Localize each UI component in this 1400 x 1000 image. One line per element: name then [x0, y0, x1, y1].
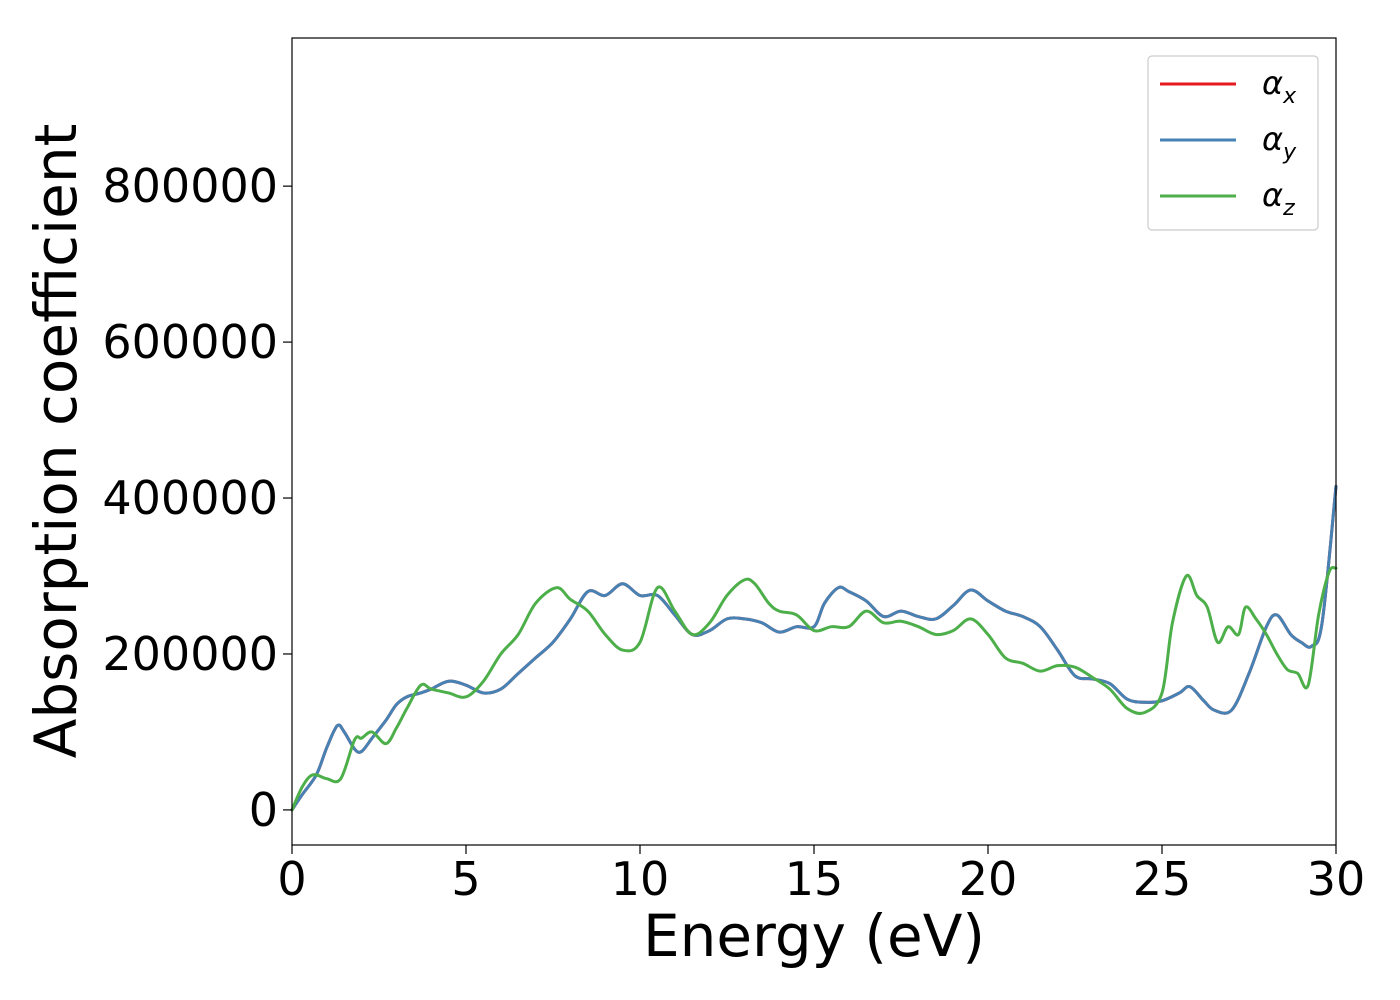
series-line-alpha-z: [290, 565, 1338, 812]
x-axis-title: Energy (eV): [643, 902, 985, 970]
x-tick-label: 10: [611, 852, 670, 906]
series-layer: [290, 484, 1338, 812]
x-tick-label: 5: [451, 852, 480, 906]
x-ticks: 0 5 10 15 20 25 30: [277, 845, 1365, 906]
y-tick-label: 200000: [102, 627, 278, 681]
x-tick-label: 20: [959, 852, 1018, 906]
x-tick-label: 15: [785, 852, 844, 906]
x-tick-label: 0: [277, 852, 306, 906]
x-tick-label: 30: [1307, 852, 1366, 906]
y-tick-label: 400000: [102, 471, 278, 525]
legend-frame: [1147, 55, 1319, 231]
x-tick-label: 25: [1133, 852, 1192, 906]
y-ticks: 0 200000 400000 600000 800000: [102, 159, 292, 837]
y-tick-label: 0: [249, 783, 278, 837]
y-tick-label: 600000: [102, 315, 278, 369]
y-axis-title: Absorption coefficient: [22, 124, 90, 759]
y-tick-label: 800000: [102, 159, 278, 213]
